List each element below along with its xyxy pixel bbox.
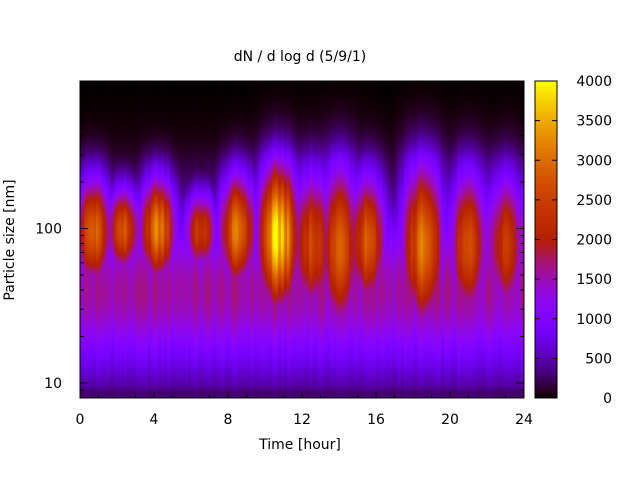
colorbar-tick-label: 1500 [576, 272, 612, 288]
colorbar-tick-label: 500 [585, 351, 612, 367]
y-axis-label: Particle size [nm] [2, 179, 18, 300]
y-axis: 10 100 [35, 80, 524, 399]
heatmap-area [80, 81, 524, 398]
y-tick-label: 10 [44, 376, 62, 392]
x-tick-label: 0 [76, 412, 85, 428]
colorbar-tick-label: 2000 [576, 233, 612, 249]
colorbar-tick-label: 3500 [576, 114, 612, 130]
x-tick-label: 24 [515, 412, 533, 428]
colorbar-gradient [535, 81, 557, 398]
y-tick-label: 100 [35, 221, 62, 237]
x-tick-label: 8 [224, 412, 233, 428]
colorbar-tick-label: 1000 [576, 312, 612, 328]
x-tick-label: 20 [441, 412, 459, 428]
chart-title: dN / d log d (5/9/1) [234, 49, 367, 65]
colorbar-ticks: 0 500 1000 1500 2000 2500 3000 3500 4000 [535, 74, 612, 407]
colorbar: 0 500 1000 1500 2000 2500 3000 3500 4000 [534, 74, 612, 407]
x-tick-label: 4 [150, 412, 159, 428]
x-axis: 0 4 8 12 16 20 24 [76, 81, 533, 428]
colorbar-tick-label: 2500 [576, 193, 612, 209]
x-tick-label: 16 [367, 412, 385, 428]
heatmap-image [80, 88, 524, 393]
x-tick-label: 12 [293, 412, 311, 428]
x-axis-label: Time [hour] [258, 437, 341, 453]
colorbar-tick-label: 0 [603, 391, 612, 407]
colorbar-tick-label: 3000 [576, 153, 612, 169]
colorbar-tick-label: 4000 [576, 74, 612, 90]
